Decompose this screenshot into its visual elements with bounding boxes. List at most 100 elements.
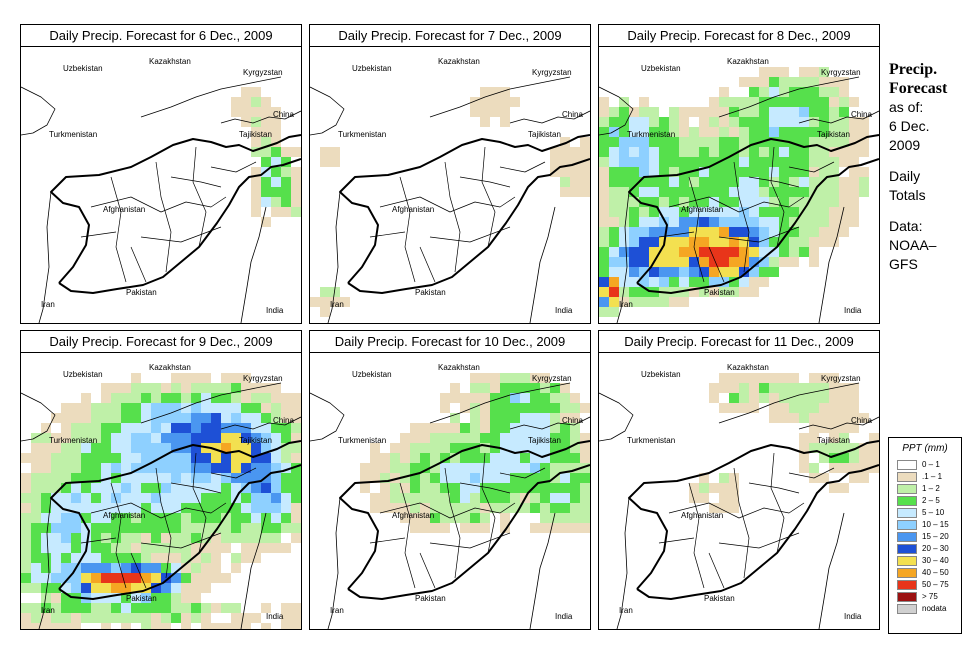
precip-cell [819, 383, 829, 393]
precip-cell [51, 413, 61, 423]
precip-cell [201, 583, 211, 593]
precip-cell [679, 107, 689, 117]
precip-cell [91, 463, 101, 473]
precip-cell [111, 573, 121, 583]
precip-cell [609, 127, 619, 137]
legend-swatch [897, 604, 917, 614]
precip-cell [570, 433, 580, 443]
precip-cell [151, 423, 161, 433]
precip-cell [779, 403, 789, 413]
precip-cell [709, 227, 719, 237]
precip-cell [131, 413, 141, 423]
country-border [429, 76, 571, 118]
precip-cell [749, 77, 759, 87]
precip-cell [779, 237, 789, 247]
precip-cell [649, 247, 659, 257]
precip-cell [261, 393, 271, 403]
precip-cell [839, 443, 849, 453]
precip-cell [151, 553, 161, 563]
precip-cell [291, 147, 301, 157]
precip-cell [121, 403, 131, 413]
precip-cell [849, 413, 859, 423]
precip-cell [161, 413, 171, 423]
precip-cell [201, 373, 211, 383]
precip-cell [699, 237, 709, 247]
precip-cell [271, 393, 281, 403]
precip-cell [629, 287, 639, 297]
precip-cell [400, 513, 410, 523]
precip-cell [161, 443, 171, 453]
precip-cell [540, 503, 550, 513]
precip-cell [251, 533, 261, 543]
precip-cell [809, 77, 819, 87]
precip-cell [271, 433, 281, 443]
precip-cell [31, 503, 41, 513]
precip-cell [141, 493, 151, 503]
precip-cell [500, 473, 510, 483]
precip-cell [480, 483, 490, 493]
precip-cell [689, 197, 699, 207]
precip-cell [729, 267, 739, 277]
precip-cell [520, 463, 530, 473]
precip-cell [410, 523, 420, 533]
precip-cell [659, 157, 669, 167]
country-label-iran: Iran [41, 300, 55, 309]
legend-swatch [897, 580, 917, 590]
precip-cell [789, 127, 799, 137]
precip-cell [839, 77, 849, 87]
sidebar-info: Precip. Forecast as of: 6 Dec. 2009 Dail… [889, 60, 975, 274]
precip-cell [211, 463, 221, 473]
precip-cell [81, 573, 91, 583]
precip-cell [81, 393, 91, 403]
precip-cell [679, 147, 689, 157]
precip-cell [71, 493, 81, 503]
precip-cell [320, 147, 330, 157]
legend-item: 0 – 1 [889, 459, 961, 471]
precip-cell [161, 463, 171, 473]
precip-cell [261, 463, 271, 473]
precip-cell [71, 433, 81, 443]
precip-cell [171, 573, 181, 583]
precip-cell [629, 127, 639, 137]
precip-cell [241, 413, 251, 423]
precip-cell [769, 97, 779, 107]
precip-cell [570, 403, 580, 413]
precip-cell [460, 483, 470, 493]
precip-cell [131, 593, 141, 603]
precip-cell [560, 413, 570, 423]
precip-cell [191, 383, 201, 393]
precip-cell [609, 117, 619, 127]
precip-cell [560, 433, 570, 443]
precip-cell [679, 127, 689, 137]
precip-cell [749, 257, 759, 267]
precip-cell [540, 373, 550, 383]
precip-cell [759, 117, 769, 127]
country-label-tajikistan: Tajikistan [817, 436, 850, 445]
precip-cell [420, 443, 430, 453]
precip-cell [410, 463, 420, 473]
precip-cell [759, 217, 769, 227]
precip-cell [560, 393, 570, 403]
precip-cell [639, 177, 649, 187]
afghanistan-border [58, 158, 301, 294]
precip-cell [839, 177, 849, 187]
precip-cell [560, 167, 570, 177]
precip-cell [629, 227, 639, 237]
precip-cell [839, 393, 849, 403]
precip-cell [859, 177, 869, 187]
precip-cell [819, 87, 829, 97]
precip-cell [619, 267, 629, 277]
precip-cell [330, 287, 340, 297]
precip-cell [869, 433, 879, 443]
precip-cell [749, 247, 759, 257]
precip-cell [719, 87, 729, 97]
precip-cell [739, 97, 749, 107]
precip-cell [211, 623, 221, 629]
precip-cell [450, 463, 460, 473]
precip-cell [619, 177, 629, 187]
map-canvas: UzbekistanKazakhstanKyrgyzstanChinaTurkm… [310, 363, 590, 629]
precip-cell [101, 483, 111, 493]
precip-cell [719, 97, 729, 107]
country-label-pakistan: Pakistan [415, 594, 446, 603]
precip-cell [460, 433, 470, 443]
